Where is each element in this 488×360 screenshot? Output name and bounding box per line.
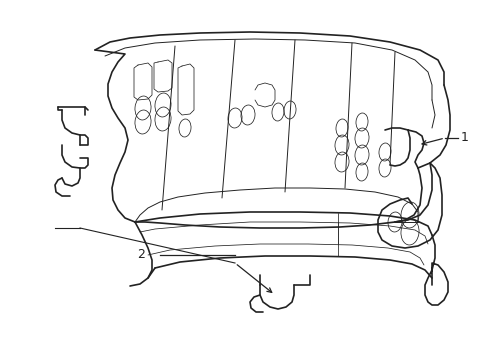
Text: 1: 1 (460, 131, 468, 144)
Text: 2: 2 (137, 248, 145, 261)
